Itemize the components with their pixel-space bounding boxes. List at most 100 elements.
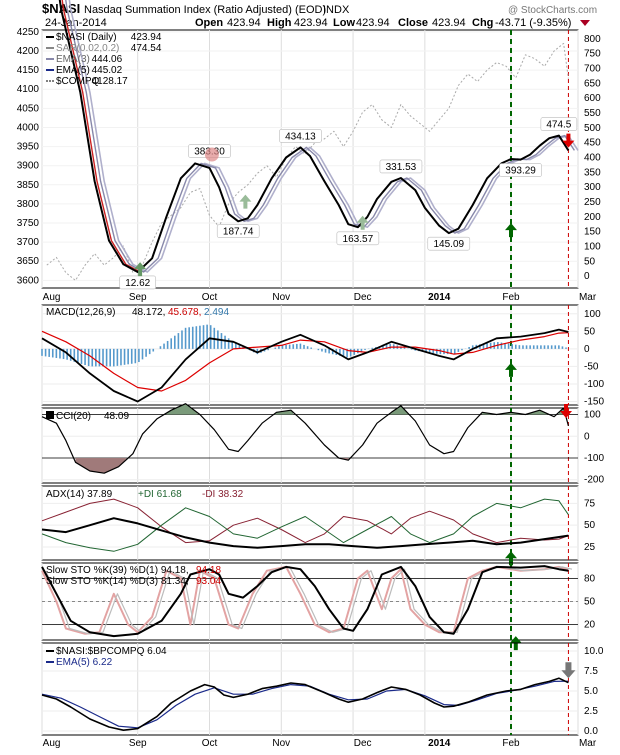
high-value: 423.94	[294, 17, 328, 29]
price-right-tick: 0	[584, 271, 590, 282]
macd-line	[41, 328, 569, 403]
macd-panel-frame	[41, 304, 579, 406]
open-label: Open	[195, 17, 223, 29]
minus-di-legend: -DI 38.32	[202, 489, 244, 500]
chart_data.1.yticks-tick: -150	[584, 396, 604, 407]
price-right-tick: 700	[584, 64, 601, 75]
price-left-tick: 4050	[17, 103, 40, 114]
price-annotation: 187.74	[223, 227, 254, 238]
buy-arrow-icon	[239, 194, 252, 209]
exchange-label: INDX	[323, 4, 350, 16]
chart_data.3.yticks-tick: 50	[584, 520, 596, 531]
month-label: Dec	[354, 292, 372, 303]
chg-label: Chg	[472, 17, 493, 29]
month-label: Aug	[43, 292, 61, 303]
nasi-price-line	[58, 0, 570, 273]
ratio-legend: $NASI:$BPCOMPQ 6.04	[56, 646, 167, 657]
macd-signal-line	[41, 330, 569, 392]
sell-arrow-icon	[560, 404, 573, 418]
month-label: Feb	[502, 738, 520, 749]
chart_data.3.yticks-tick: 75	[584, 498, 596, 509]
chart_data.1.yticks-tick: -100	[584, 379, 604, 390]
price-left-tick: 3700	[17, 237, 40, 248]
index-name: Nasdaq Summation Index (Ratio Adjusted) …	[84, 4, 326, 16]
ratio-line	[41, 677, 569, 731]
price-legend-value: 423.94	[131, 32, 162, 43]
sto39-d-value: 94.18	[196, 565, 221, 576]
chart_data.4.yticks-tick: 80	[584, 573, 596, 584]
sar-red-segment	[61, 0, 141, 273]
price-legend-name: $NASI (Daily)	[56, 32, 117, 43]
chart_data.4.yticks-tick: 20	[584, 620, 596, 631]
month-label: Sep	[129, 738, 147, 749]
cci-line	[41, 403, 569, 474]
price-annotation-box	[216, 224, 260, 238]
plus-di-legend: +DI 61.68	[138, 489, 182, 500]
price-right-tick: 500	[584, 123, 601, 134]
price-annotation: 12.62	[125, 278, 150, 289]
cci-overbought-fill	[166, 403, 198, 415]
chart_data.2.yticks-tick: 100	[584, 410, 601, 421]
price-legend-name: EMA(5)	[56, 65, 90, 76]
cci-overbought-fill	[274, 410, 294, 415]
cci-overbought-fill	[388, 405, 409, 415]
open-value: 423.94	[227, 17, 261, 29]
macd-legend-value: 48.172,	[132, 307, 165, 318]
chart_data.5.yticks-tick: 5.0	[584, 686, 598, 697]
price-right-tick: 50	[584, 256, 596, 267]
sell-arrow-icon	[562, 133, 575, 148]
sell-marker-icon	[204, 147, 219, 162]
price-left-tick: 3900	[17, 161, 40, 172]
price-right-tick: 200	[584, 212, 601, 223]
sto14-legend: Slow STO %K(14) %D(3) 81.34,	[46, 576, 189, 587]
price-annotation: 163.57	[343, 234, 374, 245]
price-right-tick: 300	[584, 182, 601, 193]
price-left-tick: 3850	[17, 180, 40, 191]
macd-legend-name: MACD(12,26,9)	[46, 307, 115, 318]
price-right-tick: 800	[584, 34, 601, 45]
price-left-tick: 4150	[17, 65, 40, 76]
chart_data.2.yticks-tick: -200	[584, 475, 604, 486]
month-label: Aug	[43, 738, 61, 749]
macd-hist-value: 2.494	[204, 307, 229, 318]
chart_data.1.yticks-tick: 0	[584, 344, 590, 355]
price-right-tick: 100	[584, 241, 601, 252]
price-left-tick: 3800	[17, 199, 40, 210]
price-annotation: 393.29	[505, 166, 536, 177]
month-label: Mar	[579, 292, 597, 303]
buy-arrow-icon	[356, 215, 369, 230]
chart_data.1.yticks-tick: 100	[584, 309, 601, 320]
price-left-tick: 3950	[17, 142, 40, 153]
sto14-k-line	[45, 566, 573, 635]
minus-di-line	[41, 498, 569, 544]
price-annotation-box	[427, 236, 471, 251]
buy-arrow-icon	[134, 262, 147, 277]
chart_data.1.yticks-tick: -50	[584, 361, 599, 372]
price-legend-value: 474.54	[131, 43, 162, 54]
price-legend-name: EMA(3)	[56, 54, 90, 65]
month-label: 2014	[428, 738, 451, 749]
cci-overbought-fill	[499, 412, 523, 415]
price-left-tick: 4250	[17, 27, 40, 38]
compq-line	[46, 42, 569, 281]
cci-oversold-fill	[75, 458, 126, 474]
month-label: Sep	[129, 292, 147, 303]
price-right-tick: 600	[584, 93, 601, 104]
chart_data.4.yticks-tick: 50	[584, 597, 596, 608]
month-label: Dec	[354, 738, 372, 749]
low-value: 423.94	[356, 17, 390, 29]
price-left-tick: 3600	[17, 275, 40, 286]
price-annotation-box	[379, 159, 423, 174]
ratio-ema-line	[41, 680, 569, 729]
cci-legend-swatch	[46, 411, 54, 419]
cci-legend-name: CCI(20)	[56, 411, 91, 422]
chg-value: -43.71 (-9.35%)	[495, 17, 571, 29]
price-annotation: 474.5	[546, 120, 571, 131]
plus-di-line	[41, 498, 569, 552]
price-right-tick: 150	[584, 227, 601, 238]
month-label: Mar	[579, 738, 597, 749]
price-right-tick: 750	[584, 49, 601, 60]
price-left-tick: 4000	[17, 122, 40, 133]
